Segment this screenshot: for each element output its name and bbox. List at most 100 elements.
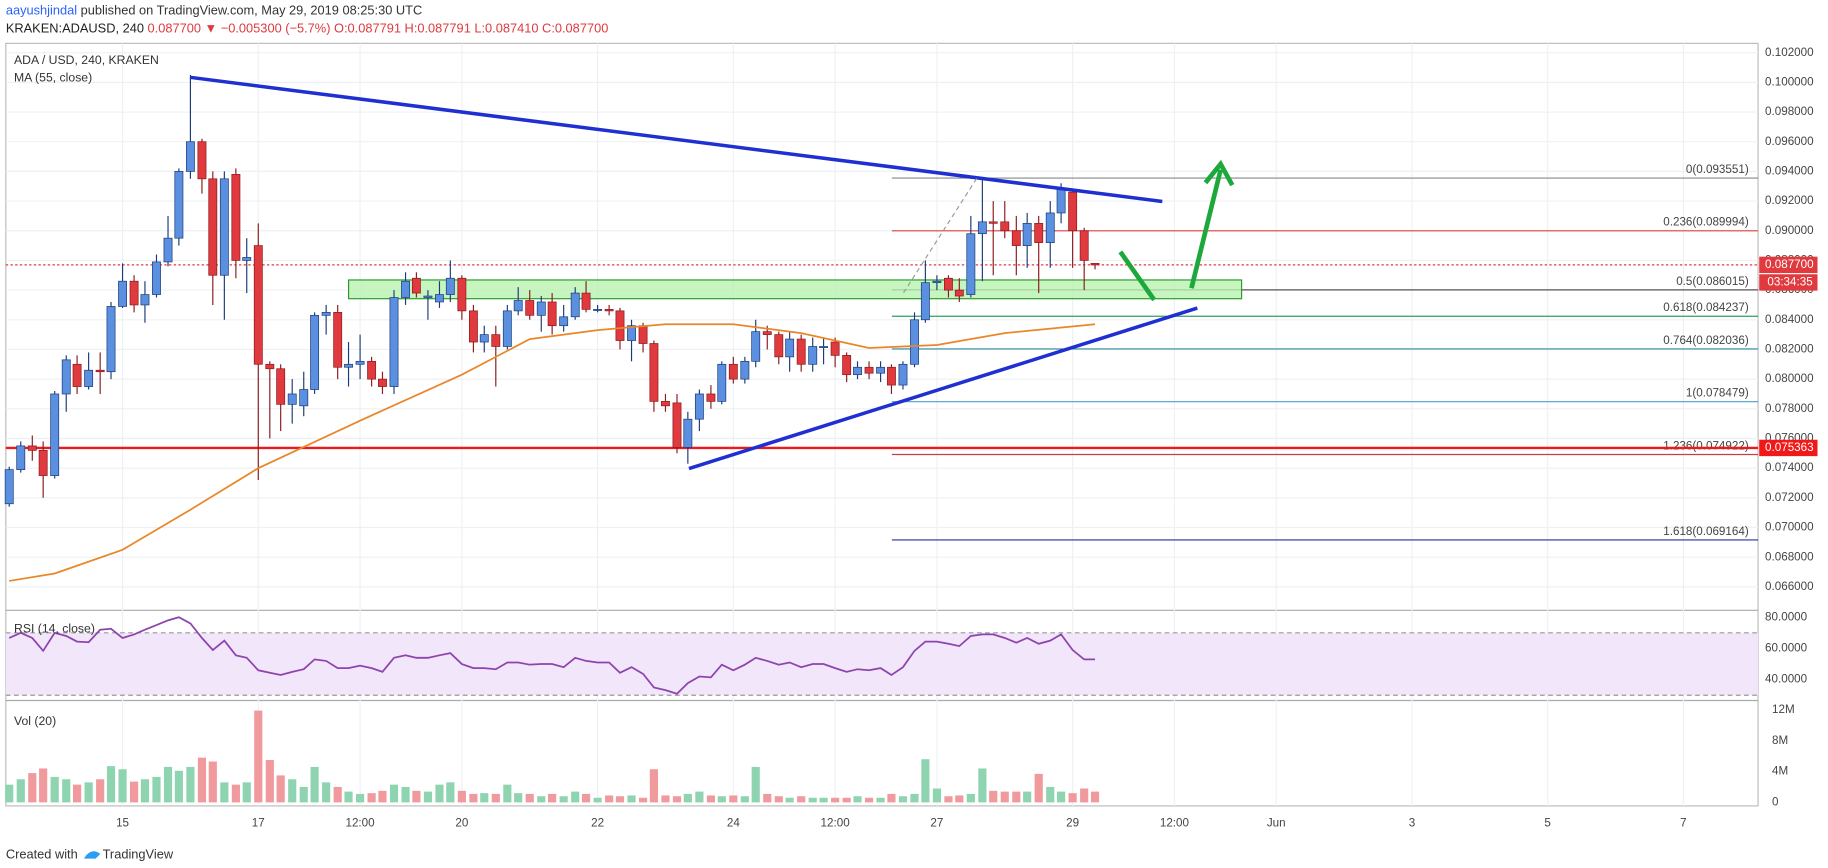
candle-body — [16, 445, 26, 470]
candle-body — [672, 402, 682, 448]
volume-bar — [1068, 793, 1077, 803]
x-tick-label: 22 — [591, 817, 604, 830]
volume-bar — [581, 793, 591, 803]
volume-bar — [876, 797, 885, 803]
y-tick-label: 0.098000 — [1765, 105, 1814, 118]
volume-bar — [898, 796, 908, 803]
fib-label: 1(0.078479) — [1686, 387, 1749, 400]
candle-body — [479, 334, 489, 343]
y-tick-label: 0.100000 — [1765, 75, 1814, 88]
x-tick-label: 17 — [252, 817, 265, 830]
candle-body — [1056, 188, 1066, 214]
x-tick-label: 29 — [1066, 817, 1079, 830]
volume-bar — [1012, 791, 1021, 803]
plot-frame — [5, 42, 1759, 807]
volume-bar — [174, 770, 183, 803]
volume-bar — [966, 793, 975, 803]
volume-bar — [84, 782, 93, 803]
candle-body — [299, 389, 309, 407]
candle-body — [536, 301, 546, 316]
candle-body — [762, 331, 772, 335]
volume-bar — [593, 797, 602, 803]
footer-brand[interactable]: TradingView — [103, 846, 174, 861]
moving-average — [9, 323, 1096, 582]
volume-bar — [1023, 791, 1032, 803]
volume-bar — [571, 791, 580, 803]
volume-bar — [130, 781, 139, 803]
candle-body — [615, 310, 625, 341]
candle-body — [774, 334, 784, 358]
volume-bar — [299, 786, 308, 803]
published-text: published on TradingView.com, May 29, 20… — [77, 3, 422, 18]
candle-body — [72, 363, 82, 387]
candle-body — [694, 393, 704, 420]
volume-bar — [740, 796, 749, 803]
candle-body — [355, 360, 365, 365]
y-tick-label: 0.082000 — [1765, 343, 1814, 356]
volume-bar — [695, 791, 704, 803]
candle-body — [627, 325, 636, 341]
candle-body — [910, 319, 919, 365]
x-tick-label: 3 — [1409, 817, 1415, 830]
candle-body — [276, 368, 286, 405]
candle-body — [593, 309, 603, 311]
volume-bar — [1090, 791, 1100, 803]
volume-bar — [717, 796, 726, 803]
volume-bar — [389, 784, 399, 803]
x-tick-label: 27 — [930, 817, 943, 830]
x-tick-label: 7 — [1680, 817, 1686, 830]
candle-body — [570, 292, 580, 318]
volume-bar — [1080, 788, 1089, 803]
volume-bar — [73, 784, 82, 803]
volume-bar — [220, 782, 229, 803]
candle-body — [310, 314, 320, 390]
candle-body — [502, 310, 512, 347]
y-tick-label: 0.090000 — [1765, 224, 1814, 237]
price-badge-label: 0.087700 — [1765, 258, 1814, 271]
candle-body — [683, 418, 693, 448]
fib-label: 0(0.093551) — [1686, 163, 1749, 176]
candle-body — [853, 366, 862, 376]
trend-line — [189, 75, 1163, 204]
candle-body — [604, 309, 614, 312]
volume-bar — [344, 791, 353, 803]
candle-body — [321, 312, 331, 316]
volume-bar — [514, 793, 523, 803]
candle-body — [751, 331, 761, 362]
publish-line: aayushjindal published on TradingView.co… — [6, 3, 422, 18]
volume-bar — [412, 790, 421, 803]
volume-bar — [989, 790, 998, 803]
candle-body — [50, 393, 60, 476]
candle-body — [468, 310, 478, 343]
candle-body — [876, 366, 886, 374]
volume-bar — [887, 793, 896, 803]
candle-body — [129, 280, 139, 306]
x-tick-label: 24 — [727, 817, 740, 830]
y-tick-label: 0.066000 — [1765, 580, 1814, 593]
volume-bar — [615, 796, 625, 803]
y-tick-label: 0.102000 — [1765, 46, 1814, 59]
candle-body — [525, 300, 535, 316]
candle-body — [38, 450, 48, 476]
rsi-band — [5, 632, 1759, 696]
volume-title: Vol (20) — [14, 714, 56, 728]
candle-body — [649, 343, 659, 402]
volume-bar — [627, 795, 636, 803]
candle-body — [389, 297, 399, 387]
candle-body — [61, 359, 71, 395]
candle-body — [887, 366, 896, 386]
candle-body — [445, 277, 455, 295]
volume-bar — [401, 786, 410, 803]
volume-bar — [944, 796, 953, 803]
y-tick-label: 0.092000 — [1765, 194, 1814, 207]
volume-bar — [310, 766, 319, 803]
rsi-tick-label: 60.0000 — [1765, 642, 1808, 655]
candle-body — [819, 346, 829, 349]
footer-text: Created with — [6, 846, 78, 861]
publisher[interactable]: aayushjindal — [6, 3, 77, 18]
candle-body — [513, 300, 523, 312]
candle-body — [954, 289, 964, 297]
x-tick-label: 20 — [455, 817, 468, 830]
candle-body — [106, 306, 116, 373]
